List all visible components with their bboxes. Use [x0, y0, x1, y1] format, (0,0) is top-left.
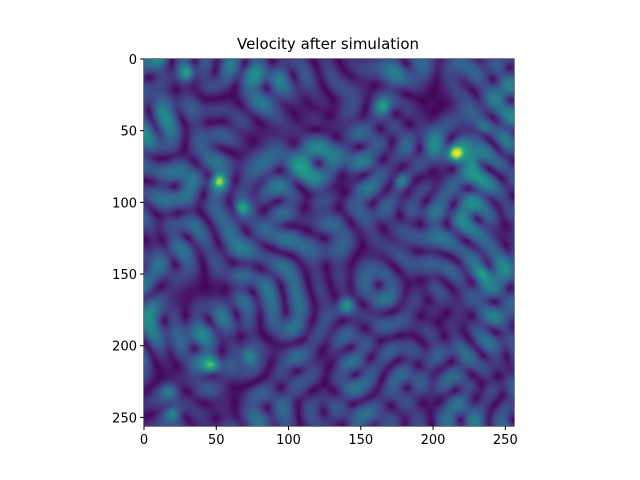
y-tick-label: 100: [112, 196, 137, 211]
x-tick-label: 250: [493, 433, 518, 448]
y-tick-label: 250: [112, 411, 137, 426]
x-tick-label: 100: [276, 433, 301, 448]
y-tick-label: 200: [112, 340, 137, 355]
x-tick-label: 150: [348, 433, 373, 448]
chart-title: Velocity after simulation: [237, 35, 419, 53]
x-tick-label: 50: [208, 433, 225, 448]
x-tick-label: 0: [140, 433, 148, 448]
y-tick-label: 150: [112, 268, 137, 283]
y-tick-label: 50: [120, 125, 137, 140]
x-tick-label: 200: [421, 433, 446, 448]
y-tick-label: 0: [129, 53, 137, 68]
heatmap-image: [144, 59, 514, 426]
